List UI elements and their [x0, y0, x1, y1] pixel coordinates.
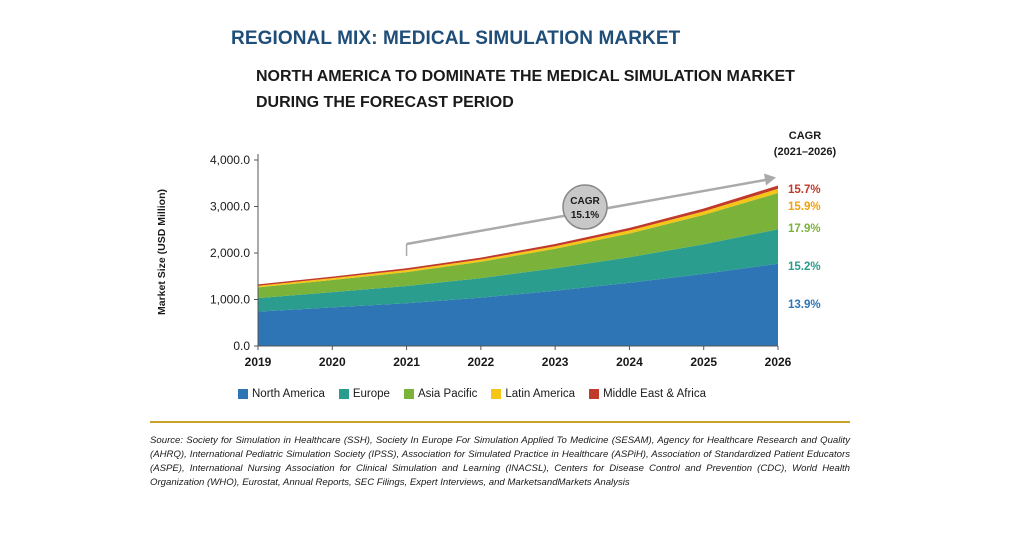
- stacked-area-chart: 0.0 1,000.0 2,000.0 3,000.0 4,000.0 2019 2020 2…: [210, 153, 821, 369]
- legend-label: Asia Pacific: [417, 388, 478, 400]
- legend-swatch: [338, 389, 349, 399]
- legend-label: Europe: [352, 388, 390, 400]
- cagr-label-europe: 15.2%: [788, 261, 821, 273]
- chart-legend: North America Europe Asia Pacific Latin Ame…: [238, 388, 706, 400]
- x-tick-label: 2021: [393, 355, 420, 369]
- legend-item: North America: [238, 388, 325, 400]
- legend-label: Latin America: [505, 388, 576, 400]
- x-tick-label: 2019: [245, 355, 272, 369]
- cagr-callout-label: CAGR: [570, 196, 600, 207]
- x-tick-label: 2022: [468, 355, 495, 369]
- cagr-label-latin-america: 15.9%: [788, 201, 821, 213]
- chart-subtitle: NORTH AMERICA TO DOMINATE THE MEDICAL SI…: [256, 68, 795, 111]
- y-tick-label: 4,000.0: [210, 153, 250, 167]
- legend-item: Latin America: [491, 388, 575, 400]
- y-tick-label: 0.0: [233, 339, 250, 353]
- area-asia-pacific: [258, 193, 778, 299]
- x-tick-label: 2026: [765, 355, 792, 369]
- cagr-header: CAGR (2021–2026): [769, 128, 841, 160]
- y-tick-label: 3,000.0: [210, 200, 250, 214]
- legend-swatch: [589, 389, 600, 399]
- legend-item: Middle East & Africa: [589, 388, 706, 400]
- legend-swatch: [238, 389, 248, 399]
- cagr-arrow-head: [764, 173, 776, 186]
- x-tick-label: 2023: [542, 355, 569, 369]
- legend-label: North America: [252, 388, 325, 400]
- y-tick-label: 1,000.0: [210, 293, 250, 307]
- source-note: Source: Society for Simulation in Health…: [150, 435, 850, 488]
- cagr-callout-value: 15.1%: [571, 210, 599, 221]
- legend-swatch: [491, 389, 502, 399]
- x-tick-label: 2020: [319, 355, 346, 369]
- legend-item: Asia Pacific: [403, 388, 478, 400]
- divider-line: [150, 421, 850, 423]
- cagr-label-asia-pacific: 17.9%: [788, 223, 821, 235]
- x-tick-label: 2024: [616, 355, 643, 369]
- x-tick-label: 2025: [690, 355, 717, 369]
- legend-label: Middle East & Africa: [603, 388, 706, 400]
- legend-swatch: [403, 389, 414, 399]
- cagr-label-middle-east-africa: 15.7%: [788, 184, 821, 196]
- legend-item: Europe: [338, 388, 390, 400]
- cagr-header-line2: (2021–2026): [773, 146, 837, 158]
- page-title: REGIONAL MIX: MEDICAL SIMULATION MARKET: [231, 28, 681, 49]
- area-europe: [258, 229, 778, 312]
- area-north-america: [258, 263, 778, 346]
- cagr-header-line1: CAGR: [788, 130, 822, 142]
- y-tick-label: 2,000.0: [210, 246, 250, 260]
- cagr-callout-circle: [562, 184, 608, 230]
- cagr-label-north-america: 13.9%: [788, 299, 821, 311]
